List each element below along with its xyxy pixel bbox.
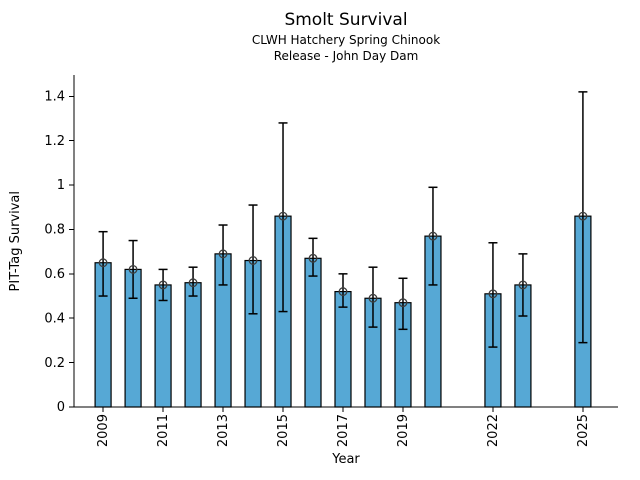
data-point-marker-icon [428,231,438,241]
x-axis-label: Year [332,452,360,467]
x-tick-label: 2015 [276,414,291,447]
data-point-marker-icon [338,287,348,297]
data-point-marker-icon [308,253,318,263]
y-tick-label: 1.2 [44,134,65,149]
data-point-marker-icon [368,293,378,303]
x-tick-label: 2025 [576,414,591,447]
data-point-marker-icon [128,264,138,274]
bar [334,290,352,408]
data-point-marker-icon [488,289,498,299]
bar [154,284,172,408]
chart-title: Smolt Survival [284,10,408,30]
x-tick-label: 2011 [156,414,171,447]
bar [304,257,322,408]
y-axis-label-wrap: PIT-Tag Survival [0,75,30,407]
y-tick-label: 0.6 [44,267,65,282]
x-tick-label: 2022 [486,414,501,447]
data-point-marker-icon [248,256,258,265]
data-point-marker-icon [218,249,228,259]
x-tick-label: 2009 [96,414,111,447]
bar [184,282,202,408]
data-point-marker-icon [518,280,528,290]
y-tick-label: 1 [57,178,65,193]
x-tick-label: 2013 [216,414,231,447]
chart-subtitle-line1: CLWH Hatchery Spring Chinook [251,33,441,47]
data-point-marker-icon [578,211,588,221]
chart-subtitle-line2: Release - John Day Dam [273,49,419,63]
y-tick-label: 1.4 [44,89,65,104]
x-tick-label: 2019 [396,414,411,447]
data-point-marker-icon [188,278,198,288]
y-tick-label: 0.2 [44,356,65,371]
data-point-marker-icon [278,211,288,221]
y-tick-label: 0 [57,400,65,415]
data-point-marker-icon [98,258,108,268]
y-axis-label: PIT-Tag Survival [7,190,23,292]
data-point-marker-icon [158,280,168,290]
y-tick-label: 0.8 [44,223,65,238]
data-point-marker-icon [398,298,408,308]
x-tick-label: 2017 [336,414,351,447]
y-tick-label: 0.4 [44,311,65,326]
